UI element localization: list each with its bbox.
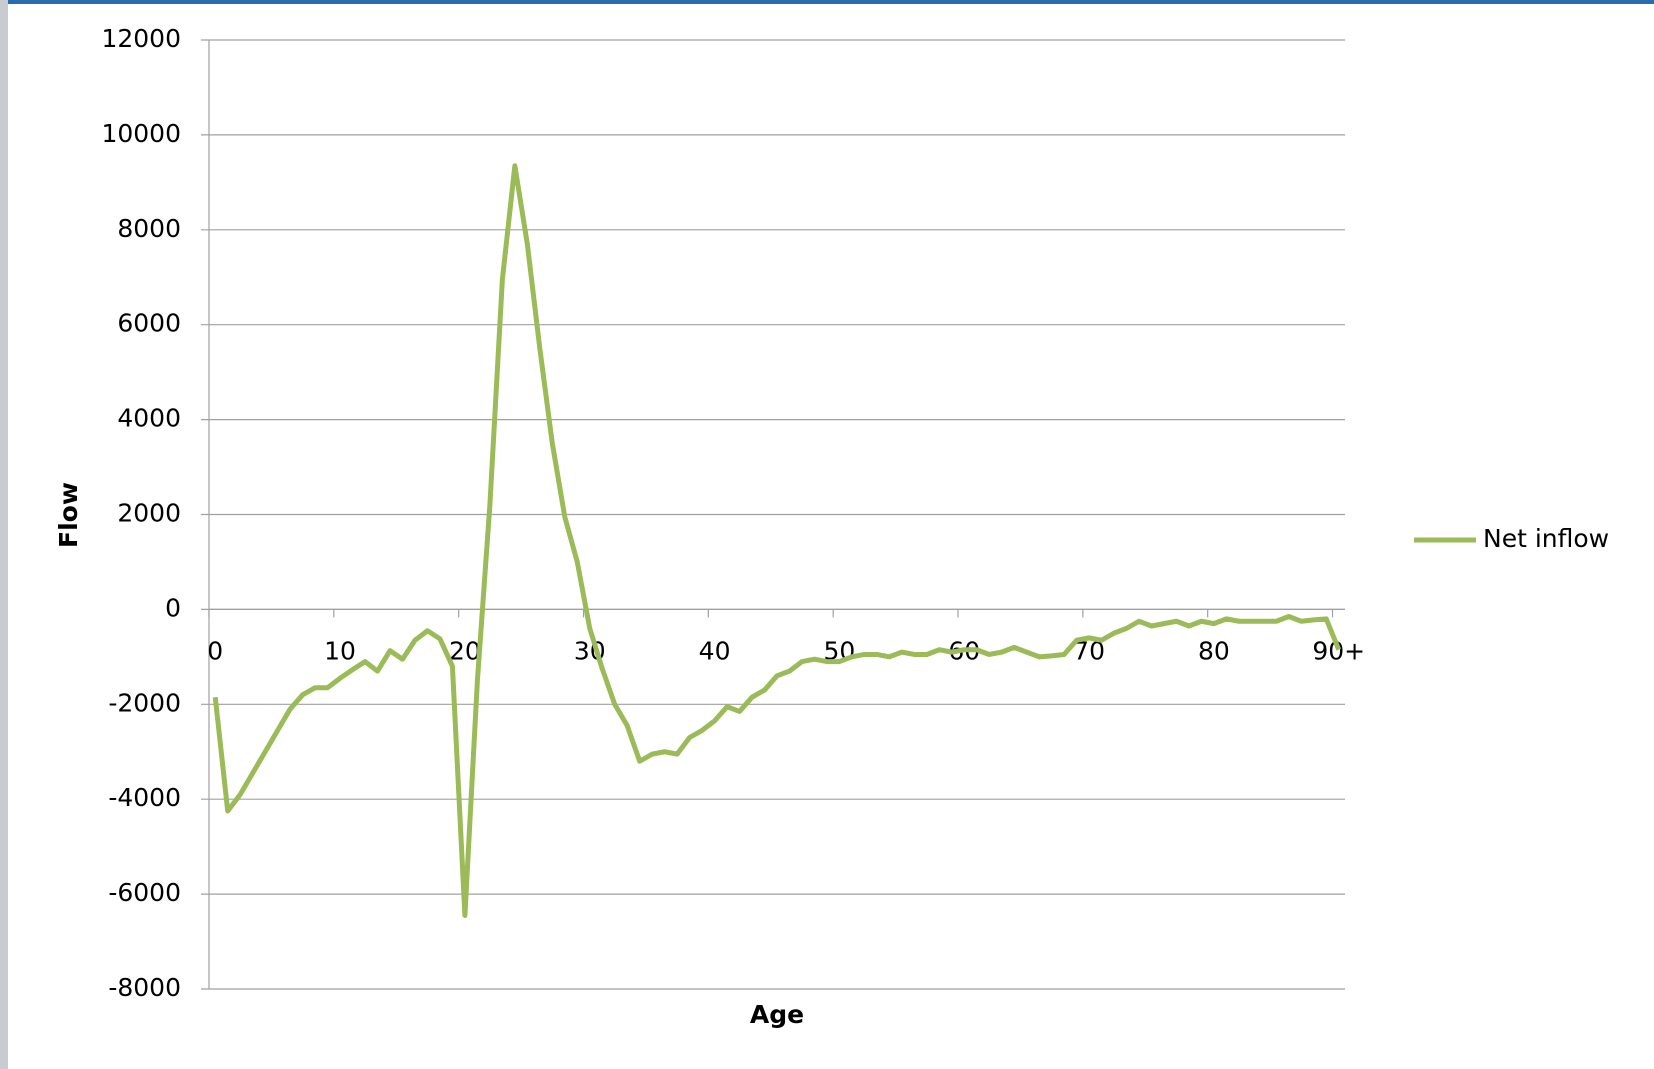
x-tick-label: 40 (699, 636, 731, 665)
y-tick-label: -2000 (108, 688, 181, 717)
y-tick-label: 10000 (101, 119, 181, 148)
y-tick-label: -6000 (108, 878, 181, 907)
y-tick-label: 6000 (117, 309, 181, 338)
y-tick-label: 8000 (117, 214, 181, 243)
y-axis-title: Flow (54, 482, 83, 548)
x-tick-label: 80 (1198, 636, 1230, 665)
x-tick-label: 0 (207, 636, 223, 665)
y-tick-label: -8000 (108, 973, 181, 1002)
y-tick-label: -4000 (108, 783, 181, 812)
x-tick-label: 90+ (1312, 636, 1365, 665)
window-border (0, 0, 1654, 4)
legend-label: Net inflow (1483, 524, 1609, 553)
x-tick-label: 20 (449, 636, 481, 665)
y-tick-label: 0 (165, 593, 181, 622)
y-tick-label: 4000 (117, 404, 181, 433)
x-axis-title: Age (750, 1000, 804, 1029)
y-tick-label: 2000 (117, 499, 181, 528)
window-border (0, 0, 8, 1069)
x-tick-label: 10 (324, 636, 356, 665)
data-line (212, 163, 1342, 918)
y-tick-label: 12000 (101, 24, 181, 53)
